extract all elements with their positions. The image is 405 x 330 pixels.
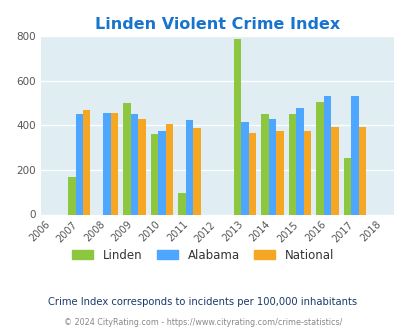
Bar xyxy=(165,124,173,214)
Bar xyxy=(68,177,75,214)
Bar xyxy=(323,96,330,214)
Bar xyxy=(151,134,158,214)
Bar xyxy=(351,96,358,214)
Bar xyxy=(110,113,118,214)
Text: Crime Index corresponds to incidents per 100,000 inhabitants: Crime Index corresponds to incidents per… xyxy=(48,297,357,307)
Bar xyxy=(315,102,323,214)
Bar xyxy=(138,119,145,214)
Legend: Linden, Alabama, National: Linden, Alabama, National xyxy=(67,244,338,266)
Bar xyxy=(303,131,310,214)
Bar xyxy=(83,110,90,214)
Bar xyxy=(193,128,200,214)
Bar xyxy=(275,131,283,214)
Bar xyxy=(330,126,338,214)
Title: Linden Violent Crime Index: Linden Violent Crime Index xyxy=(94,17,339,32)
Bar xyxy=(241,122,248,214)
Bar xyxy=(296,108,303,214)
Bar xyxy=(260,114,268,214)
Bar xyxy=(158,131,165,214)
Bar xyxy=(358,126,365,214)
Bar xyxy=(75,114,83,214)
Bar xyxy=(343,158,351,214)
Bar xyxy=(233,39,241,214)
Bar xyxy=(103,113,110,214)
Bar xyxy=(185,120,193,214)
Bar xyxy=(178,193,185,214)
Bar xyxy=(268,119,275,214)
Bar xyxy=(123,103,130,214)
Bar xyxy=(248,133,255,214)
Text: © 2024 CityRating.com - https://www.cityrating.com/crime-statistics/: © 2024 CityRating.com - https://www.city… xyxy=(64,318,341,327)
Bar xyxy=(288,114,296,214)
Bar xyxy=(130,114,138,214)
